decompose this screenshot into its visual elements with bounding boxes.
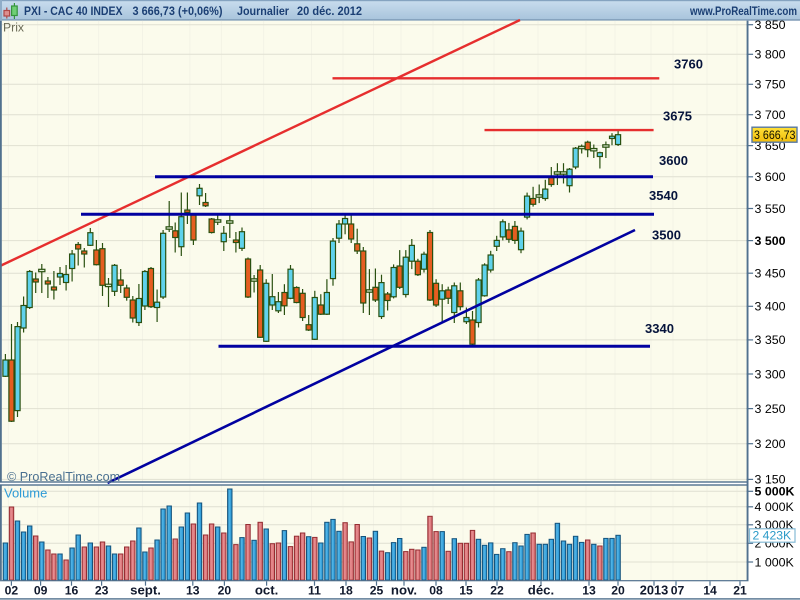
svg-text:4 000K: 4 000K bbox=[755, 500, 795, 514]
svg-text:3760: 3760 bbox=[674, 56, 703, 71]
svg-text:3 750: 3 750 bbox=[755, 78, 786, 92]
svg-text:www.ProRealTime.com: www.ProRealTime.com bbox=[689, 4, 797, 18]
svg-text:3 666,73 (+0,06%): 3 666,73 (+0,06%) bbox=[133, 4, 223, 18]
svg-text:© ProRealTime.com: © ProRealTime.com bbox=[7, 470, 120, 484]
svg-text:3 500: 3 500 bbox=[755, 234, 786, 248]
svg-text:PXI - CAC 40 INDEX: PXI - CAC 40 INDEX bbox=[24, 4, 123, 18]
svg-text:3 800: 3 800 bbox=[755, 48, 786, 62]
svg-text:5 000K: 5 000K bbox=[755, 485, 795, 499]
svg-text:23: 23 bbox=[95, 584, 109, 598]
svg-text:22: 22 bbox=[490, 584, 504, 598]
svg-text:Volume: Volume bbox=[4, 486, 47, 501]
svg-text:15: 15 bbox=[459, 584, 473, 598]
svg-text:25: 25 bbox=[370, 584, 384, 598]
svg-text:3 350: 3 350 bbox=[755, 333, 786, 347]
svg-text:13: 13 bbox=[582, 584, 596, 598]
svg-text:3 550: 3 550 bbox=[755, 202, 786, 216]
svg-text:20: 20 bbox=[218, 584, 232, 598]
svg-text:3340: 3340 bbox=[645, 321, 674, 336]
svg-text:nov.: nov. bbox=[391, 583, 417, 598]
svg-text:21: 21 bbox=[733, 584, 747, 598]
svg-text:3 200: 3 200 bbox=[755, 437, 786, 451]
svg-text:3 450: 3 450 bbox=[755, 267, 786, 281]
svg-text:Journalier: Journalier bbox=[237, 4, 289, 18]
svg-text:02: 02 bbox=[5, 584, 19, 598]
svg-text:3675: 3675 bbox=[663, 108, 692, 123]
svg-text:20: 20 bbox=[611, 584, 625, 598]
svg-text:3600: 3600 bbox=[659, 153, 688, 168]
svg-text:3 250: 3 250 bbox=[755, 402, 786, 416]
svg-text:3 600: 3 600 bbox=[755, 170, 786, 184]
svg-text:09: 09 bbox=[34, 584, 48, 598]
svg-text:déc.: déc. bbox=[528, 583, 554, 598]
svg-text:2 423K: 2 423K bbox=[753, 529, 792, 543]
svg-text:14: 14 bbox=[703, 584, 717, 598]
svg-text:2013: 2013 bbox=[640, 583, 668, 598]
svg-text:3 300: 3 300 bbox=[755, 367, 786, 381]
svg-text:Prix: Prix bbox=[3, 21, 24, 35]
svg-text:16: 16 bbox=[65, 584, 79, 598]
svg-text:08: 08 bbox=[429, 584, 443, 598]
svg-text:3 150: 3 150 bbox=[755, 473, 786, 487]
svg-text:3 700: 3 700 bbox=[755, 108, 786, 122]
svg-text:13: 13 bbox=[186, 584, 200, 598]
svg-text:1 000K: 1 000K bbox=[755, 555, 795, 569]
svg-text:07: 07 bbox=[671, 584, 685, 598]
svg-text:oct.: oct. bbox=[255, 583, 278, 598]
svg-text:18: 18 bbox=[339, 584, 353, 598]
svg-text:3 850: 3 850 bbox=[755, 18, 786, 32]
svg-text:20 déc. 2012: 20 déc. 2012 bbox=[297, 4, 362, 18]
svg-text:3 666,73: 3 666,73 bbox=[754, 128, 796, 142]
svg-text:3540: 3540 bbox=[649, 188, 678, 203]
svg-text:3 400: 3 400 bbox=[755, 300, 786, 314]
svg-text:sept.: sept. bbox=[130, 583, 161, 598]
svg-text:3500: 3500 bbox=[652, 227, 681, 242]
svg-text:11: 11 bbox=[308, 584, 321, 598]
